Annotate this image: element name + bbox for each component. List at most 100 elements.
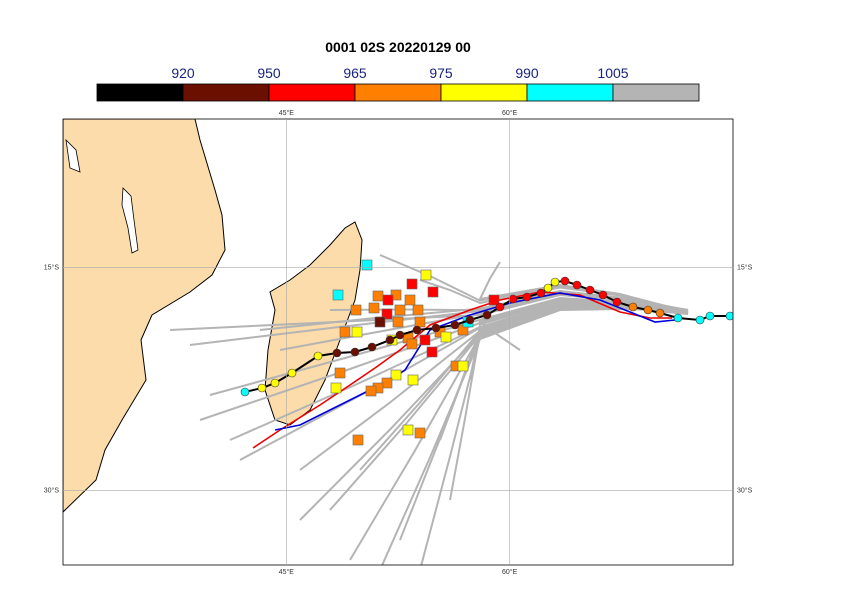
ensemble-marker bbox=[406, 278, 418, 290]
ensemble-marker bbox=[419, 334, 431, 346]
colorbar-label: 965 bbox=[343, 65, 367, 81]
ensemble-marker bbox=[382, 294, 394, 306]
colorbar-box bbox=[526, 83, 614, 102]
track-point bbox=[643, 305, 653, 315]
track-point bbox=[598, 290, 608, 300]
ensemble-marker bbox=[350, 304, 362, 316]
lake bbox=[65, 138, 81, 173]
lon-label: 60°E bbox=[502, 568, 518, 576]
track-point bbox=[612, 297, 622, 307]
track-red bbox=[252, 291, 672, 449]
track-point bbox=[367, 342, 377, 352]
track-point bbox=[673, 313, 683, 323]
lon-label: 60°E bbox=[502, 109, 518, 117]
colorbar-label: 920 bbox=[171, 65, 195, 81]
track-point bbox=[655, 308, 665, 318]
track-point bbox=[522, 292, 532, 302]
ensemble-marker bbox=[381, 377, 393, 389]
lat-label: 30°S bbox=[44, 487, 60, 495]
lon-label: 45°E bbox=[279, 568, 295, 576]
ensemble-marker bbox=[392, 316, 404, 328]
colorbar-box bbox=[354, 83, 442, 102]
track-point bbox=[385, 335, 395, 345]
track-point bbox=[536, 288, 546, 298]
ensemble-marker bbox=[457, 360, 469, 372]
track-point bbox=[695, 315, 705, 325]
colorbar-label: 990 bbox=[515, 65, 539, 81]
ensemble-track bbox=[299, 305, 689, 521]
ensemble-marker bbox=[406, 338, 418, 350]
ensemble-marker bbox=[351, 326, 363, 338]
track-point bbox=[550, 277, 560, 287]
track-point bbox=[332, 348, 342, 358]
track-point bbox=[450, 320, 460, 330]
track-point bbox=[412, 325, 422, 335]
ensemble-marker bbox=[426, 346, 438, 358]
track-blue bbox=[274, 292, 676, 431]
ensemble-marker bbox=[402, 424, 414, 436]
ensemble-marker bbox=[334, 367, 346, 379]
track-point bbox=[572, 280, 582, 290]
track-point bbox=[482, 310, 492, 320]
track-point bbox=[725, 311, 733, 321]
colorbar-box bbox=[440, 83, 528, 102]
track-point bbox=[287, 368, 297, 378]
colorbar-label: 975 bbox=[429, 65, 453, 81]
frame bbox=[62, 118, 734, 566]
track-point bbox=[543, 283, 553, 293]
track-point bbox=[705, 311, 715, 321]
track-point bbox=[350, 347, 360, 357]
track-point bbox=[465, 315, 475, 325]
colorbar-box bbox=[182, 83, 270, 102]
lon-label: 45°E bbox=[279, 109, 295, 117]
ensemble-marker bbox=[339, 326, 351, 338]
track-point bbox=[431, 323, 441, 333]
track-point bbox=[560, 276, 570, 286]
track-point bbox=[395, 330, 405, 340]
ensemble-marker bbox=[404, 294, 416, 306]
ensemble-marker bbox=[372, 290, 384, 302]
ensemble-marker bbox=[427, 286, 439, 298]
ensemble-marker bbox=[381, 308, 393, 320]
colorbar-box bbox=[268, 83, 356, 102]
track-point bbox=[495, 302, 505, 312]
title: 0001 02S 20220129 00 bbox=[325, 39, 471, 55]
ensemble-marker bbox=[365, 385, 377, 397]
track-point bbox=[257, 383, 267, 393]
colorbar-box bbox=[96, 83, 184, 102]
ensemble-marker bbox=[414, 316, 426, 328]
ensemble-marker bbox=[352, 434, 364, 446]
track-point bbox=[270, 378, 280, 388]
ensemble-marker bbox=[488, 294, 500, 306]
ensemble-marker bbox=[361, 259, 373, 271]
ensemble-marker bbox=[390, 369, 402, 381]
track-point bbox=[240, 387, 250, 397]
track-point bbox=[628, 302, 638, 312]
ensemble-marker bbox=[414, 427, 426, 439]
lat-label: 15°S bbox=[44, 264, 60, 272]
ensemble-marker bbox=[420, 269, 432, 281]
colorbar-label: 1005 bbox=[597, 65, 628, 81]
africa bbox=[63, 119, 226, 513]
lat-label: 30°S bbox=[737, 487, 753, 495]
ensemble-marker bbox=[330, 382, 342, 394]
ensemble-marker bbox=[368, 302, 380, 314]
ensemble-track bbox=[381, 307, 689, 565]
colorbar-box bbox=[612, 83, 700, 102]
ensemble-marker bbox=[374, 316, 386, 328]
track-point bbox=[313, 351, 323, 361]
ensemble-marker bbox=[407, 374, 419, 386]
lat-label: 15°S bbox=[737, 264, 753, 272]
ensemble-track bbox=[329, 306, 689, 511]
ensemble-track bbox=[279, 292, 689, 351]
lake bbox=[121, 187, 139, 254]
colorbar-label: 950 bbox=[257, 65, 281, 81]
ensemble-marker bbox=[332, 289, 344, 301]
ensemble-track bbox=[259, 289, 689, 331]
track-point bbox=[585, 285, 595, 295]
ensemble-marker bbox=[412, 304, 424, 316]
ensemble-marker bbox=[394, 304, 406, 316]
tracks bbox=[169, 254, 733, 565]
